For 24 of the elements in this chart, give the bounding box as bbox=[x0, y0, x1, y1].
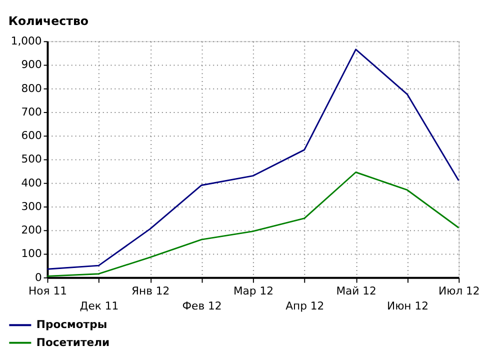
x-tick-label: Апр 12 bbox=[286, 299, 324, 312]
x-tick-label: Июн 12 bbox=[386, 299, 428, 312]
y-tick-label: 500 bbox=[21, 152, 42, 166]
y-tick-label: 300 bbox=[21, 200, 42, 213]
x-tick-label: Июл 12 bbox=[438, 284, 480, 298]
y-tick-label: 0 bbox=[34, 270, 42, 284]
y-tick-label: 1,000 bbox=[10, 34, 42, 48]
line-series bbox=[46, 48, 460, 270]
y-tick-label: 200 bbox=[21, 224, 42, 237]
y-tick-label: 100 bbox=[21, 247, 42, 260]
y-tick-label: 800 bbox=[21, 82, 42, 95]
x-tick-label: Янв 12 bbox=[132, 284, 170, 298]
y-tick-label: 900 bbox=[21, 58, 42, 72]
y-tick-label: 700 bbox=[21, 105, 42, 118]
legend-label: Посетители bbox=[36, 336, 110, 349]
x-tick-label: Фев 12 bbox=[182, 299, 222, 312]
y-axis-title: Количество bbox=[8, 14, 89, 28]
x-tick-label: Май 12 bbox=[336, 284, 376, 298]
x-tick-label: Ноя 11 bbox=[28, 284, 67, 298]
x-tick-label: Мар 12 bbox=[233, 284, 274, 298]
y-tick-label: 600 bbox=[21, 129, 42, 142]
y-tick-label: 400 bbox=[21, 176, 42, 190]
legend-label: Просмотры bbox=[36, 318, 108, 332]
x-tick-label: Дек 11 bbox=[80, 299, 119, 312]
